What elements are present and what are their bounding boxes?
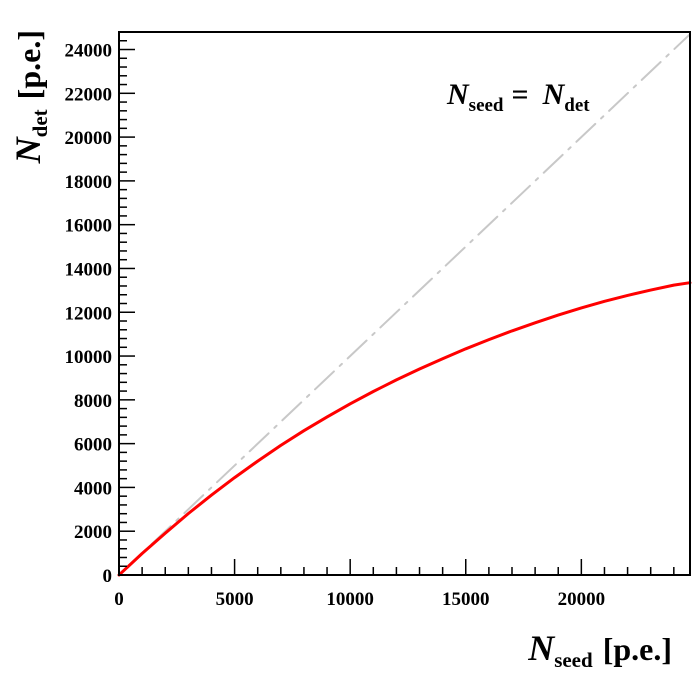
x-axis-unit: [p.e.]	[603, 631, 672, 667]
x-axis-title: Nseed [p.e.]	[527, 628, 672, 672]
series-line-detected	[117, 281, 692, 577]
x-tick-label: 5000	[216, 589, 254, 610]
legend-equals: =	[512, 78, 529, 111]
legend-lhs-symbol: N	[446, 78, 470, 111]
x-tick-label: 20000	[558, 589, 606, 610]
y-axis-title: Ndet [p.e.]	[8, 30, 52, 164]
y-axis-unit: [p.e.]	[11, 30, 47, 99]
series-layer	[117, 33, 692, 577]
series-line-identity	[118, 33, 691, 576]
y-tick-label: 2000	[74, 522, 112, 543]
y-tick-label: 8000	[74, 391, 112, 412]
legend-rhs-subscript: det	[564, 95, 590, 116]
y-axis-ticks: 0 2000 4000 6000 8000 10000 12000 14000 16000 180…	[65, 31, 135, 587]
y-axis-symbol: N	[8, 135, 48, 164]
x-tick-label: 10000	[326, 589, 374, 610]
y-tick-label: 6000	[74, 435, 112, 456]
y-tick-label: 20000	[65, 128, 113, 149]
x-tick-label: 0	[114, 589, 124, 610]
y-tick-label: 16000	[65, 216, 113, 237]
y-tick-label: 4000	[74, 478, 112, 499]
y-tick-label: 0	[103, 566, 113, 587]
y-tick-label: 24000	[65, 41, 113, 62]
x-tick-label: 15000	[442, 589, 490, 610]
y-tick-label: 18000	[65, 172, 113, 193]
legend-rhs-symbol: N	[542, 78, 566, 111]
legend-lhs-subscript: seed	[469, 95, 504, 116]
y-axis-subscript: det	[28, 109, 52, 137]
y-tick-label: 22000	[65, 84, 113, 105]
x-axis-ticks: 0 5000 10000 15000 20000	[114, 559, 675, 610]
y-tick-label: 10000	[65, 347, 113, 368]
y-tick-label: 12000	[65, 303, 113, 324]
legend: Nseed = Ndet	[446, 78, 590, 116]
x-axis-subscript: seed	[554, 648, 593, 672]
x-axis-symbol: N	[527, 628, 556, 668]
y-tick-label: 14000	[65, 259, 113, 280]
